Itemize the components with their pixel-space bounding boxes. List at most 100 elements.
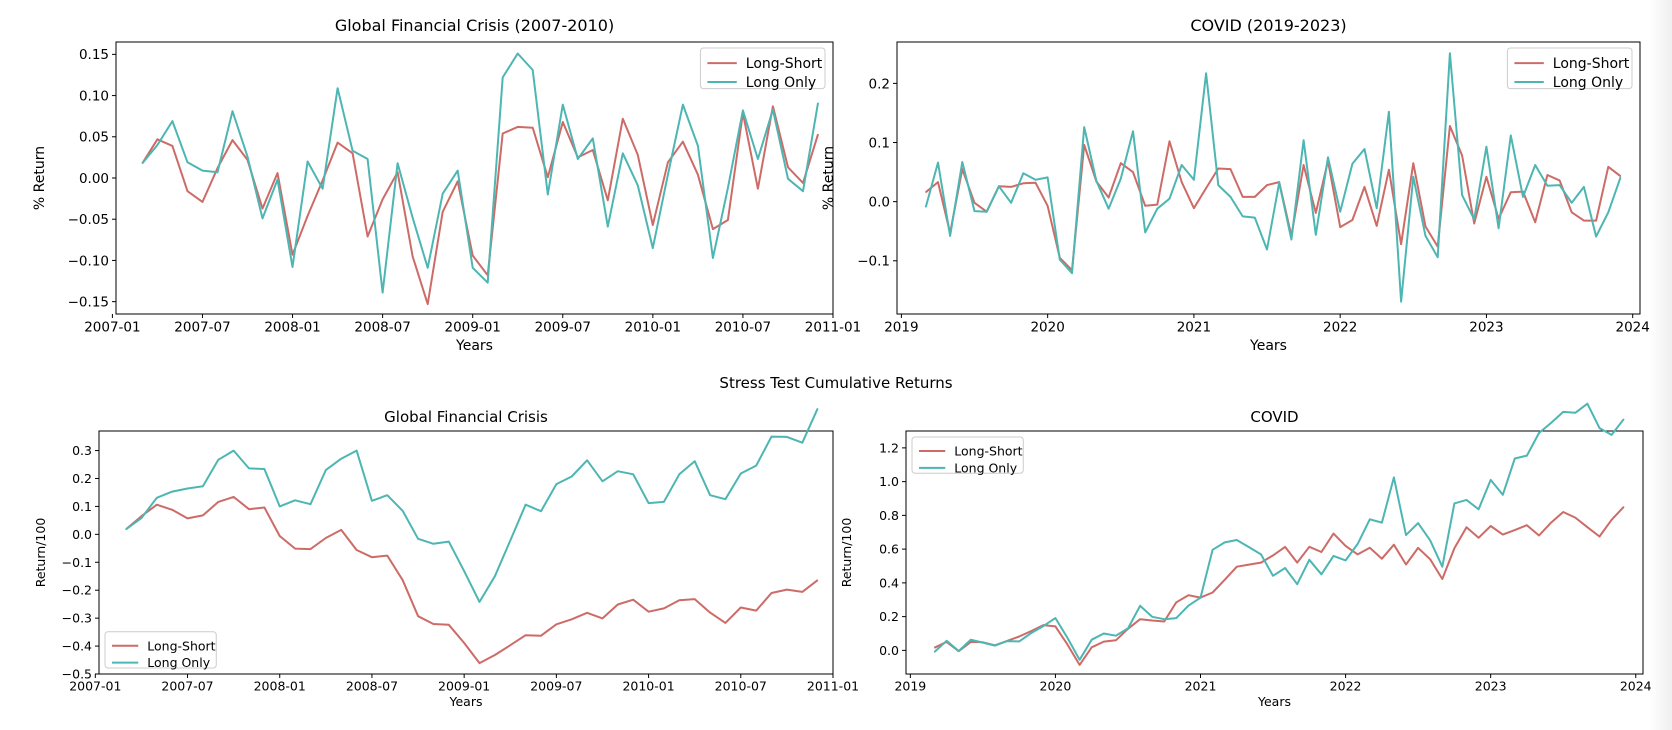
- data-point: [1583, 186, 1584, 187]
- data-point: [617, 604, 618, 605]
- data-point: [387, 555, 388, 556]
- data-point: [418, 616, 419, 617]
- data-point: [786, 436, 787, 437]
- x-tick-label: 2010-07: [715, 679, 767, 694]
- data-point: [1303, 140, 1304, 141]
- data-point: [387, 495, 388, 496]
- data-point: [970, 639, 971, 640]
- data-point: [1401, 244, 1402, 245]
- data-point: [1047, 177, 1048, 178]
- data-point: [1091, 639, 1092, 640]
- data-point: [934, 647, 935, 648]
- data-point: [1357, 554, 1358, 555]
- data-point: [1188, 605, 1189, 606]
- data-point: [1279, 182, 1280, 183]
- data-point: [1462, 195, 1463, 196]
- data-point: [772, 109, 773, 110]
- data-point: [1327, 157, 1328, 158]
- data-point: [442, 193, 443, 194]
- legend-label: Long-Short: [954, 444, 1022, 459]
- data-point: [1091, 647, 1092, 648]
- data-point: [602, 618, 603, 619]
- data-point: [1084, 127, 1085, 128]
- data-point: [472, 255, 473, 256]
- data-point: [1449, 53, 1450, 54]
- data-point: [1145, 232, 1146, 233]
- x-tick-label: 2007-01: [84, 320, 140, 336]
- data-point: [1381, 558, 1382, 559]
- data-point: [1490, 525, 1491, 526]
- data-point: [712, 257, 713, 258]
- data-point: [1285, 567, 1286, 568]
- data-point: [1212, 549, 1213, 550]
- data-point: [1413, 163, 1414, 164]
- data-point: [1132, 131, 1133, 132]
- data-point: [479, 601, 480, 602]
- data-point: [958, 650, 959, 651]
- data-point: [925, 206, 926, 207]
- data-point: [1200, 597, 1201, 598]
- data-point: [457, 170, 458, 171]
- data-point: [262, 218, 263, 219]
- data-point: [1071, 273, 1072, 274]
- data-point: [433, 543, 434, 544]
- data-point: [1108, 197, 1109, 198]
- data-point: [448, 541, 449, 542]
- x-tick-label: 2010-07: [715, 320, 771, 336]
- data-point: [1393, 477, 1394, 478]
- data-point: [787, 167, 788, 168]
- data-point: [1514, 530, 1515, 531]
- x-tick-label: 2011-01: [805, 320, 861, 336]
- data-point: [1345, 545, 1346, 546]
- data-point: [1333, 555, 1334, 556]
- data-point: [248, 509, 249, 510]
- data-point: [1575, 412, 1576, 413]
- data-point: [757, 158, 758, 159]
- data-point: [694, 461, 695, 462]
- y-tick-label: 1.0: [879, 474, 899, 489]
- data-point: [587, 612, 588, 613]
- x-tick-label: 2011-01: [807, 679, 859, 694]
- data-point: [1067, 637, 1068, 638]
- data-point: [1019, 636, 1020, 637]
- data-point: [998, 186, 999, 187]
- legend: Long-ShortLong Only: [912, 437, 1023, 475]
- data-point: [233, 496, 234, 497]
- data-point: [1309, 559, 1310, 560]
- data-point: [787, 178, 788, 179]
- y-tick-label: 0.2: [72, 471, 92, 486]
- data-point: [1474, 219, 1475, 220]
- legend-label: Long Only: [954, 460, 1017, 475]
- data-point: [962, 161, 963, 162]
- data-point: [427, 304, 428, 305]
- data-point: [1023, 173, 1024, 174]
- data-point: [982, 642, 983, 643]
- data-point: [279, 506, 280, 507]
- data-point: [1611, 434, 1612, 435]
- data-point: [1388, 169, 1389, 170]
- y-tick-label: 0.0: [879, 643, 899, 658]
- data-point: [1454, 503, 1455, 504]
- data-point: [172, 145, 173, 146]
- data-point: [1023, 183, 1024, 184]
- x-tick-label: 2009-01: [438, 679, 490, 694]
- data-point: [1103, 641, 1104, 642]
- data-point: [427, 267, 428, 268]
- data-point: [1321, 551, 1322, 552]
- data-point: [1551, 522, 1552, 523]
- data-point: [556, 484, 557, 485]
- data-point: [1230, 196, 1231, 197]
- data-point: [502, 133, 503, 134]
- data-point: [1055, 618, 1056, 619]
- data-point: [1490, 479, 1491, 480]
- data-point: [1236, 566, 1237, 567]
- x-tick-label: 2008-07: [354, 320, 410, 336]
- legend-label: Long-Short: [147, 638, 215, 653]
- data-point: [1212, 592, 1213, 593]
- data-point: [1176, 618, 1177, 619]
- data-point: [356, 450, 357, 451]
- y-axis-label: Return/100: [33, 518, 48, 588]
- data-point: [1108, 208, 1109, 209]
- data-point: [532, 127, 533, 128]
- data-point: [772, 106, 773, 107]
